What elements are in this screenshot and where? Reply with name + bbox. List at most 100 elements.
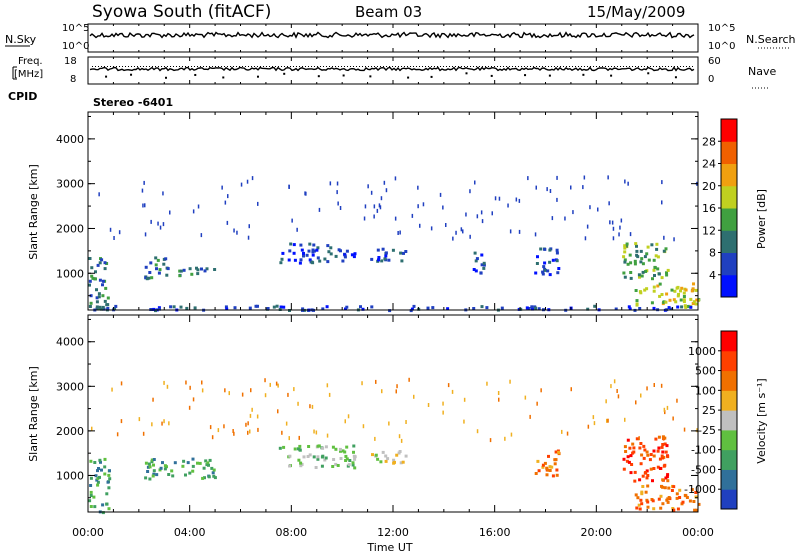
data-cell	[692, 500, 696, 503]
trace-dot	[104, 66, 105, 67]
sparse-cell	[672, 416, 674, 421]
data-cell	[543, 247, 547, 251]
sparse-cell	[248, 224, 250, 229]
data-cell	[662, 300, 666, 304]
panel-frame	[87, 314, 699, 513]
trace-dot	[437, 66, 438, 67]
data-cell	[480, 305, 484, 309]
sparse-cell	[556, 175, 558, 180]
trace-dot	[182, 66, 183, 67]
data-cell	[145, 277, 149, 281]
data-cell	[293, 258, 297, 262]
trace-dot	[674, 66, 675, 67]
data-cell	[660, 484, 663, 488]
sparse-cell	[329, 181, 332, 186]
trace-dot	[263, 66, 264, 67]
data-cell	[377, 256, 381, 259]
sparse-cell	[474, 180, 476, 185]
sparse-cell	[169, 210, 171, 215]
data-cell	[93, 461, 97, 464]
colorbar-tick-label: 20	[702, 180, 716, 193]
trace-dot	[611, 66, 612, 67]
data-cell	[279, 305, 283, 309]
data-cell	[107, 473, 111, 477]
sparse-cell	[381, 389, 383, 394]
data-cell	[148, 271, 152, 274]
data-cell	[307, 249, 311, 253]
trace-dot	[545, 66, 546, 67]
data-cell	[660, 454, 664, 458]
data-cell	[653, 265, 657, 269]
sparse-cell	[529, 414, 531, 419]
data-cell	[625, 459, 629, 463]
sparse-cell	[422, 202, 425, 207]
sparse-cell	[361, 381, 363, 386]
sparse-cell	[256, 414, 259, 419]
sparse-cell	[584, 236, 587, 241]
trace-dot	[173, 66, 174, 67]
data-cell	[203, 269, 207, 273]
trace-dot	[233, 66, 234, 67]
data-cell	[210, 466, 214, 470]
data-cell	[89, 490, 93, 494]
freq-dip	[674, 76, 677, 79]
data-cell	[154, 309, 157, 313]
data-cell	[298, 261, 302, 265]
sparse-cell	[613, 379, 616, 384]
trace-dot	[479, 66, 480, 67]
data-cell	[659, 506, 663, 510]
trace-dot	[494, 66, 495, 67]
x-tick-label: 08:00	[275, 526, 307, 539]
trace-dot	[440, 66, 441, 67]
data-cell	[88, 499, 92, 503]
sparse-cell	[497, 391, 500, 395]
trace-dot	[95, 66, 96, 67]
data-cell	[658, 294, 662, 298]
data-cell	[593, 304, 597, 308]
data-cell	[669, 307, 673, 311]
sparse-cell	[211, 435, 214, 440]
sparse-cell	[328, 392, 331, 397]
data-cell	[536, 255, 539, 259]
data-cell	[640, 502, 644, 506]
data-cell	[665, 444, 669, 448]
data-cell	[359, 305, 362, 309]
sparse-cell	[247, 421, 249, 426]
small-panel-frame	[87, 23, 699, 53]
data-cell	[306, 455, 310, 458]
freq-tick-low: 8	[70, 74, 76, 85]
trace-dot	[374, 66, 375, 67]
data-cell	[107, 486, 111, 490]
sparse-cell	[507, 203, 509, 208]
sparse-cell	[240, 182, 243, 187]
sparse-cell	[561, 429, 563, 434]
data-cell	[279, 261, 283, 265]
data-cell	[395, 453, 399, 457]
data-cell	[539, 247, 543, 251]
data-cell	[629, 276, 633, 280]
y-tick-label: 2000	[56, 222, 84, 235]
nave-tick-high: 60	[708, 56, 721, 67]
data-cell	[550, 465, 554, 469]
data-cell	[203, 476, 206, 480]
data-cell	[646, 474, 650, 477]
freq-dip	[222, 76, 225, 79]
data-cell	[152, 458, 156, 461]
sparse-cell	[607, 418, 609, 423]
data-cell	[225, 307, 229, 311]
data-cell	[652, 289, 656, 293]
data-cell	[661, 456, 665, 460]
data-cell	[275, 304, 279, 308]
data-cell	[311, 253, 315, 257]
data-cell	[298, 444, 302, 448]
sparse-cell	[326, 433, 329, 438]
sparse-cell	[627, 181, 629, 186]
trace-dot	[464, 66, 465, 67]
data-cell	[272, 305, 276, 309]
sparse-cell	[445, 223, 447, 227]
data-cell	[643, 255, 647, 259]
trace-dot	[584, 66, 585, 67]
trace-dot	[296, 66, 297, 67]
data-cell	[678, 488, 682, 492]
data-cell	[644, 471, 648, 474]
